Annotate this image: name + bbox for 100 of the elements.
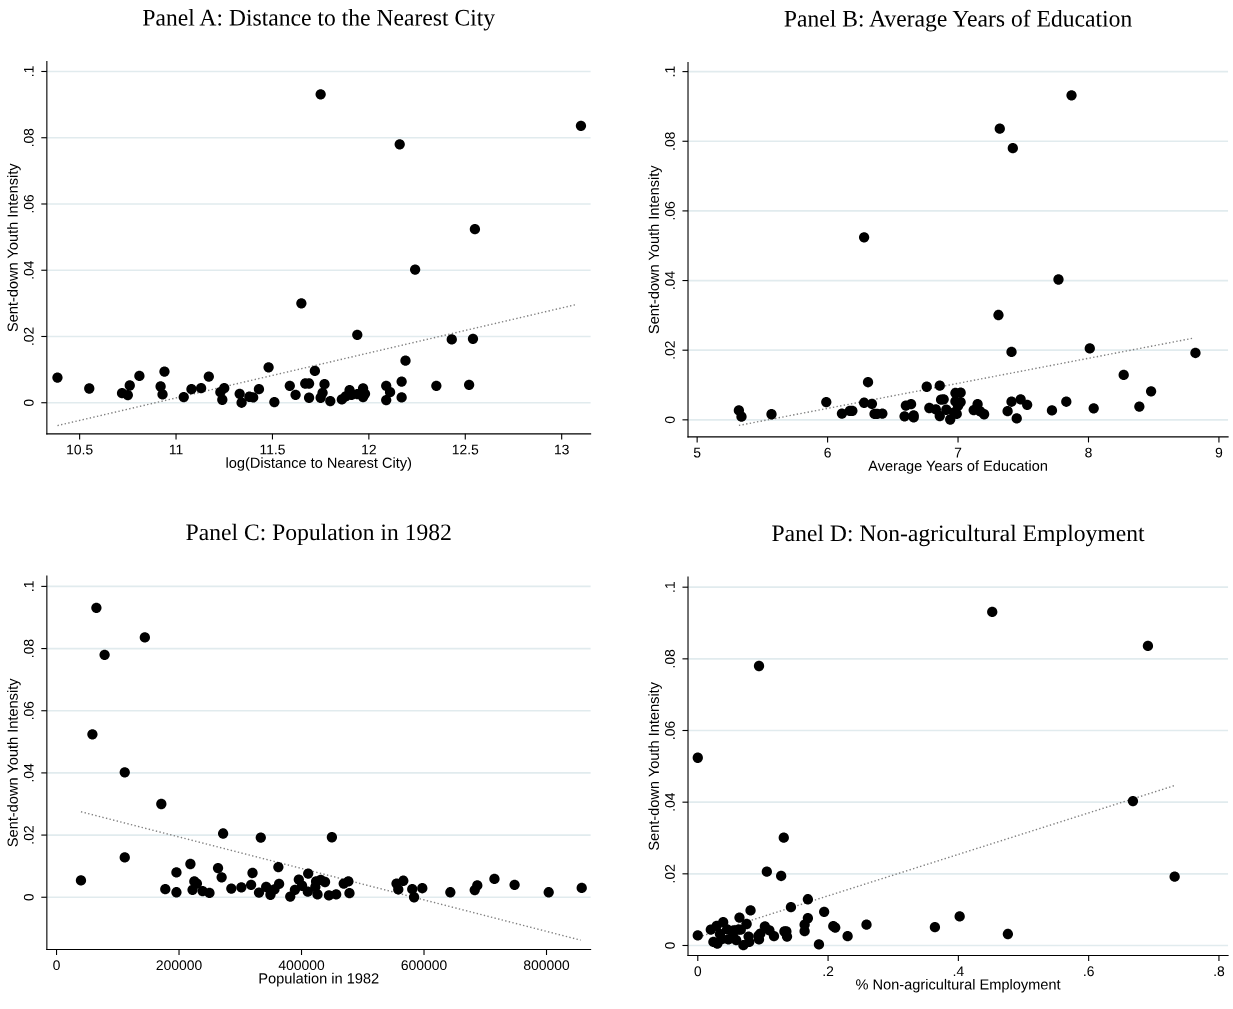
point — [1190, 347, 1201, 359]
y-tick-label: .06 — [665, 201, 675, 220]
y-tick-label: .06 — [23, 194, 34, 213]
y-tick-label: 0 — [23, 893, 34, 901]
point — [778, 832, 789, 843]
x-axis-title: % Non-agricultural Employment — [856, 978, 1061, 993]
point — [396, 392, 407, 403]
y-tick-label: 0 — [23, 399, 34, 407]
y-tick-label: .04 — [23, 260, 34, 279]
x-tick-label: 200000 — [156, 960, 202, 971]
point — [319, 379, 330, 390]
y-axis-title: Sent-down Youth Intensity — [648, 682, 662, 850]
y-tick-label: .08 — [23, 128, 34, 147]
point — [219, 383, 230, 394]
point — [692, 752, 703, 763]
point — [736, 411, 747, 422]
point — [1118, 369, 1129, 381]
point — [195, 383, 207, 394]
x-tick-label: 12.5 — [452, 444, 479, 455]
y-axis-title: Sent-down Youth Intensity — [648, 165, 662, 334]
point — [284, 380, 295, 391]
x-tick-label: 0 — [694, 966, 702, 977]
point — [203, 371, 214, 382]
point — [325, 395, 336, 407]
point — [1066, 90, 1077, 101]
point — [866, 398, 878, 409]
point — [122, 389, 133, 401]
point — [84, 383, 95, 394]
x-tick-label: .8 — [1214, 966, 1225, 977]
point — [1011, 413, 1022, 424]
x-tick-label: 5 — [693, 447, 701, 458]
point — [929, 922, 941, 933]
point — [858, 232, 870, 243]
point — [1142, 640, 1154, 652]
x-tick-label: 9 — [1215, 447, 1223, 458]
x-axis-title: log(Distance to Nearest City) — [226, 457, 412, 471]
y-tick-label: .02 — [665, 864, 675, 883]
point — [819, 906, 830, 917]
y-tick-label: .04 — [665, 271, 675, 289]
x-tick-label: 10.5 — [67, 444, 93, 455]
point — [899, 411, 910, 422]
point — [745, 905, 756, 916]
point — [1084, 343, 1095, 354]
point — [731, 934, 742, 946]
point — [934, 380, 945, 391]
x-tick-label: 6 — [824, 447, 831, 458]
x-tick-label: .6 — [1084, 966, 1094, 977]
point — [753, 660, 765, 672]
point — [263, 362, 274, 373]
point — [766, 409, 777, 420]
point — [1002, 928, 1014, 940]
point — [1134, 401, 1145, 412]
point — [236, 397, 247, 408]
point — [394, 139, 405, 150]
y-tick-label: .08 — [23, 639, 34, 657]
x-axis-title: Population in 1982 — [259, 972, 379, 987]
x-tick-label: .4 — [953, 966, 964, 976]
point — [381, 394, 392, 406]
y-tick-label: .04 — [665, 792, 675, 811]
chart-title: Panel C: Population in 1982 — [186, 523, 451, 546]
y-tick-label: .04 — [23, 763, 34, 782]
x-tick-label: .2 — [823, 966, 834, 976]
point — [159, 366, 170, 377]
point — [741, 918, 752, 930]
x-axis-title: Average Years of Education — [868, 460, 1047, 474]
point — [934, 410, 945, 422]
point — [217, 394, 228, 405]
y-axis-title: Sent-down Youth Intensity — [7, 678, 21, 847]
point — [186, 384, 197, 395]
x-tick-label: 7 — [954, 447, 962, 458]
point — [234, 388, 245, 399]
point — [987, 606, 998, 618]
y-tick-label: 0 — [665, 942, 675, 949]
point — [1002, 405, 1013, 417]
point — [52, 372, 63, 383]
point — [802, 894, 814, 905]
point — [352, 329, 363, 340]
point — [734, 912, 745, 923]
point — [309, 365, 321, 377]
point — [1127, 795, 1139, 807]
point — [431, 380, 442, 391]
point — [400, 355, 411, 366]
point — [1046, 405, 1058, 416]
point — [862, 377, 874, 388]
y-tick-label: .08 — [665, 132, 675, 150]
point — [761, 866, 772, 877]
point — [178, 391, 189, 403]
point — [296, 298, 307, 309]
point — [978, 409, 990, 420]
x-tick-label: 8 — [1085, 447, 1092, 458]
point — [1088, 403, 1099, 414]
point — [1006, 346, 1017, 358]
point — [994, 123, 1005, 134]
point — [768, 931, 780, 942]
point — [134, 370, 145, 382]
point — [921, 381, 932, 392]
x-tick-label: 12 — [362, 444, 376, 455]
point — [821, 396, 832, 408]
point — [842, 931, 853, 942]
y-tick-label: .1 — [24, 66, 34, 77]
